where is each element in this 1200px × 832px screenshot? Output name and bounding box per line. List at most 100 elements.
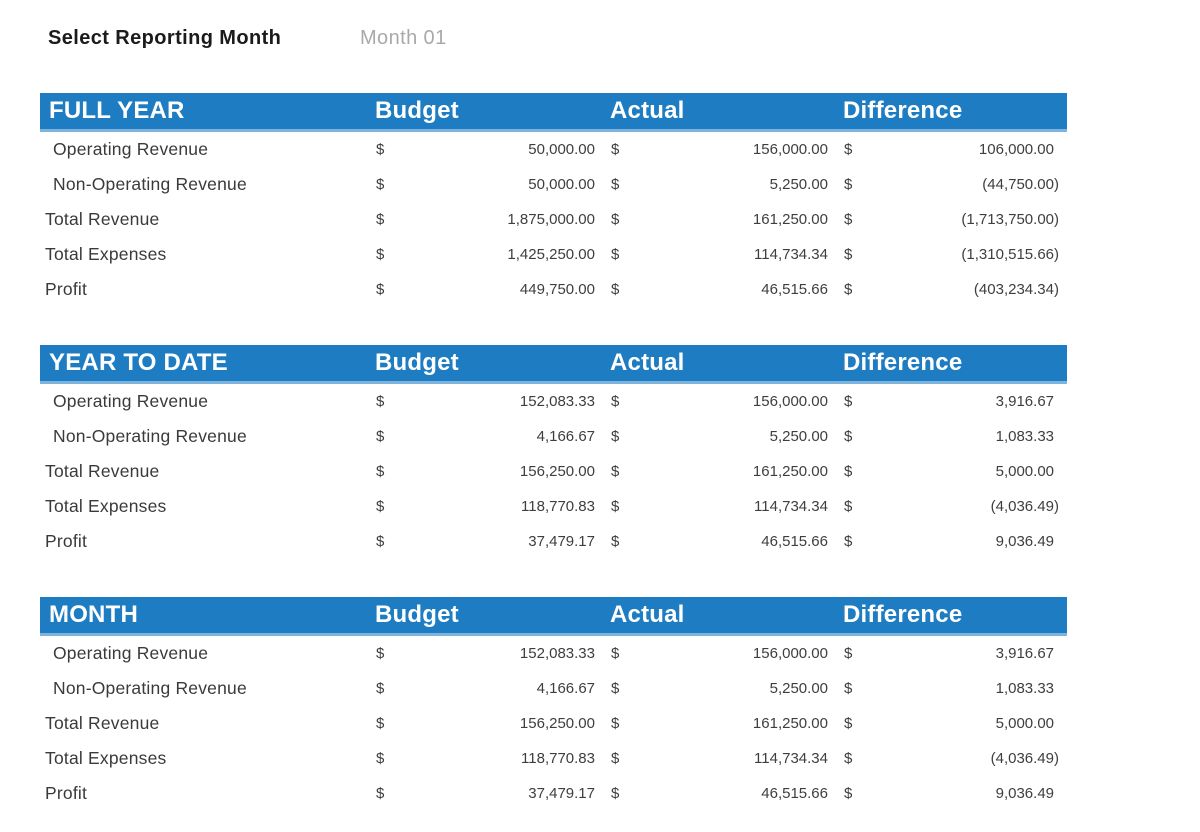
actual-value: 161,250.00 xyxy=(752,211,828,228)
budget-cell: $152,083.33 xyxy=(373,645,608,662)
difference-value: 5,000.00 xyxy=(995,463,1054,480)
actual-value: 5,250.00 xyxy=(769,428,828,445)
actual-cell: $114,734.34 xyxy=(608,498,841,515)
table-row: Total Expenses $1,425,250.00 $114,734.34 $(… xyxy=(40,237,1067,272)
currency-symbol: $ xyxy=(611,211,620,228)
actual-value: 46,515.66 xyxy=(761,533,828,550)
currency-symbol: $ xyxy=(844,246,853,263)
difference-value: 9,036.49 xyxy=(995,533,1054,550)
table-header-row: MONTH Budget Actual Difference xyxy=(40,597,1067,636)
table-full-year: FULL YEAR Budget Actual Difference Opera… xyxy=(40,93,1067,307)
actual-value: 161,250.00 xyxy=(752,463,828,480)
row-label: Profit xyxy=(45,531,88,551)
currency-symbol: $ xyxy=(844,498,853,515)
currency-symbol: $ xyxy=(611,533,620,550)
table-title: MONTH xyxy=(49,601,138,628)
difference-value: 106,000.00 xyxy=(978,141,1054,158)
table-row: Total Expenses $118,770.83 $114,734.34 $ (4,… xyxy=(40,489,1067,524)
table-body: Operating Revenue $152,083.33 $156,000.00 $… xyxy=(40,384,1067,559)
currency-symbol: $ xyxy=(376,246,385,263)
difference-cell: $ (1,310,515.66) xyxy=(841,246,1067,263)
column-header-budget: Budget xyxy=(375,97,459,124)
currency-symbol: $ xyxy=(611,680,620,697)
budget-cell: $1,425,250.00 xyxy=(373,246,608,263)
actual-cell: $114,734.34 xyxy=(608,750,841,767)
row-label: Total Expenses xyxy=(45,496,167,516)
currency-symbol: $ xyxy=(844,680,853,697)
currency-symbol: $ xyxy=(611,393,620,410)
table-header-row: YEAR TO DATE Budget Actual Difference xyxy=(40,345,1067,384)
currency-symbol: $ xyxy=(611,281,620,298)
budget-cell: $118,770.83 xyxy=(373,750,608,767)
currency-symbol: $ xyxy=(376,645,385,662)
budget-cell: $37,479.17 xyxy=(373,785,608,802)
row-label: Profit xyxy=(45,279,88,299)
actual-cell: $5,250.00 xyxy=(608,176,841,193)
difference-cell: $ (4,036.49) xyxy=(841,750,1067,767)
row-label: Profit xyxy=(45,783,88,803)
currency-symbol: $ xyxy=(611,750,620,767)
difference-value: 5,000.00 xyxy=(995,715,1054,732)
currency-symbol: $ xyxy=(376,533,385,550)
budget-value: 1,425,250.00 xyxy=(507,246,595,263)
actual-cell: $46,515.66 xyxy=(608,533,841,550)
actual-value: 114,734.34 xyxy=(754,498,828,515)
actual-cell: $46,515.66 xyxy=(608,281,841,298)
difference-value: (1,713,750.00) xyxy=(961,211,1059,228)
budget-cell: $50,000.00 xyxy=(373,176,608,193)
currency-symbol: $ xyxy=(611,463,620,480)
actual-cell: $5,250.00 xyxy=(608,428,841,445)
currency-symbol: $ xyxy=(376,680,385,697)
table-row: Total Expenses $118,770.83 $114,734.34 $ (4,… xyxy=(40,741,1067,776)
budget-value: 37,479.17 xyxy=(528,533,595,550)
table-row: Operating Revenue $152,083.33 $156,000.00 $… xyxy=(40,384,1067,419)
table-year-to-date: YEAR TO DATE Budget Actual Difference Op… xyxy=(40,345,1067,559)
table-body: Operating Revenue $50,000.00 $156,000.00 $1… xyxy=(40,132,1067,307)
budget-value: 156,250.00 xyxy=(519,715,595,732)
actual-value: 5,250.00 xyxy=(769,680,828,697)
currency-symbol: $ xyxy=(376,498,385,515)
actual-cell: $161,250.00 xyxy=(608,463,841,480)
actual-value: 5,250.00 xyxy=(769,176,828,193)
column-header-actual: Actual xyxy=(610,349,685,376)
actual-cell: $156,000.00 xyxy=(608,393,841,410)
actual-cell: $161,250.00 xyxy=(608,715,841,732)
row-label: Total Expenses xyxy=(45,748,167,768)
budget-cell: $37,479.17 xyxy=(373,533,608,550)
reporting-month-control: Select Reporting Month Month 01 xyxy=(48,27,1148,51)
table-row: Non-Operating Revenue $4,166.67 $5,250.00 $… xyxy=(40,671,1067,706)
currency-symbol: $ xyxy=(376,141,385,158)
difference-cell: $5,000.00 xyxy=(841,715,1067,732)
reporting-month-select[interactable]: Month 01 xyxy=(360,27,447,49)
difference-cell: $1,083.33 xyxy=(841,680,1067,697)
currency-symbol: $ xyxy=(376,211,385,228)
row-label: Total Revenue xyxy=(45,461,160,481)
column-header-actual: Actual xyxy=(610,97,685,124)
select-reporting-month-label: Select Reporting Month xyxy=(48,27,282,49)
budget-value: 1,875,000.00 xyxy=(507,211,595,228)
currency-symbol: $ xyxy=(844,750,853,767)
table-row: Profit $37,479.17 $46,515.66 $9,036.49 xyxy=(40,776,1067,811)
difference-value: (4,036.49) xyxy=(990,498,1059,515)
difference-cell: $ (4,036.49) xyxy=(841,498,1067,515)
budget-cell: $4,166.67 xyxy=(373,680,608,697)
row-label: Total Revenue xyxy=(45,209,160,229)
budget-value: 50,000.00 xyxy=(528,141,595,158)
column-header-budget: Budget xyxy=(375,601,459,628)
currency-symbol: $ xyxy=(376,750,385,767)
actual-cell: $46,515.66 xyxy=(608,785,841,802)
row-label: Operating Revenue xyxy=(53,391,209,411)
currency-symbol: $ xyxy=(376,176,385,193)
table-row: Profit $37,479.17 $46,515.66 $9,036.49 xyxy=(40,524,1067,559)
difference-cell: $5,000.00 xyxy=(841,463,1067,480)
currency-symbol: $ xyxy=(844,533,853,550)
currency-symbol: $ xyxy=(611,645,620,662)
currency-symbol: $ xyxy=(376,393,385,410)
actual-value: 156,000.00 xyxy=(752,645,828,662)
budget-value: 50,000.00 xyxy=(528,176,595,193)
row-label: Non-Operating Revenue xyxy=(53,426,247,446)
budget-cell: $156,250.00 xyxy=(373,715,608,732)
currency-symbol: $ xyxy=(376,785,385,802)
table-row: Operating Revenue $152,083.33 $156,000.00 $… xyxy=(40,636,1067,671)
column-header-difference: Difference xyxy=(843,97,963,124)
